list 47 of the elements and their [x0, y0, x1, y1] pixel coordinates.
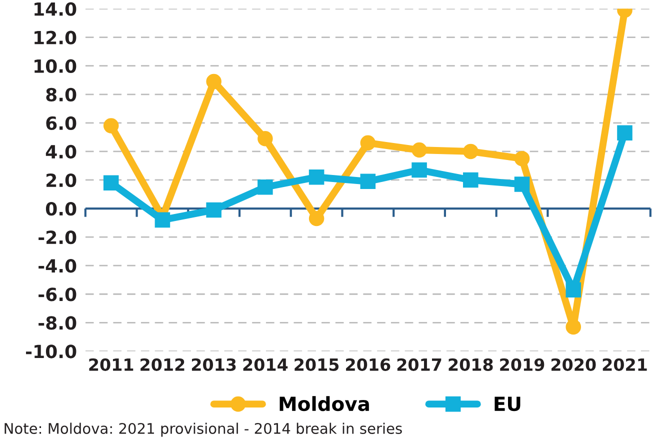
x-tick-label: 2014 — [243, 358, 288, 371]
text: Note: Moldova: 2021 provisional - 2014 break in series — [4, 422, 402, 437]
point — [463, 144, 478, 160]
y-tick-label: 8.0 — [46, 88, 76, 102]
point — [360, 174, 376, 190]
point — [566, 319, 582, 335]
y-tick-label: 14.0 — [34, 2, 76, 16]
point — [514, 150, 530, 166]
point — [617, 125, 632, 141]
point — [412, 162, 427, 178]
x-tick-label: 2020 — [552, 358, 596, 371]
y-tick-label: 4.0 — [46, 144, 76, 159]
legend-label: EU — [494, 396, 520, 412]
y-tick-label: 12.0 — [34, 30, 76, 44]
x-tick-label: 2013 — [192, 358, 236, 371]
x-tick-label: 2017 — [397, 358, 442, 371]
point — [463, 172, 478, 188]
y-tick-label: 6.0 — [46, 116, 76, 130]
point — [154, 212, 170, 228]
y-tick-label: -8.0 — [38, 316, 76, 330]
point — [360, 135, 376, 151]
y-tick-label: -4.0 — [38, 259, 76, 273]
point — [258, 130, 273, 146]
legend-label: Moldova — [280, 396, 369, 412]
point — [308, 210, 324, 226]
point — [103, 118, 119, 134]
y-tick-label: -2.0 — [38, 230, 76, 244]
x-tick-label: 2011 — [89, 358, 134, 371]
x-tick-label: 2018 — [448, 358, 493, 371]
point — [514, 176, 530, 192]
point — [206, 74, 222, 90]
y-tick-label: 10.0 — [34, 59, 76, 73]
x-tick-label: 2019 — [500, 358, 544, 371]
y-tick-label: 2.0 — [46, 173, 76, 188]
y-tick-label: -6.0 — [38, 288, 76, 302]
x-tick-label: 2021 — [602, 358, 647, 371]
point — [103, 175, 119, 190]
y-tick-label: -10.0 — [26, 344, 76, 358]
point — [258, 179, 273, 195]
y-tick-label: 0.0 — [46, 202, 76, 216]
x-tick-label: 2012 — [140, 358, 184, 371]
point — [206, 202, 222, 218]
point — [566, 282, 582, 298]
x-tick-label: 2016 — [346, 358, 390, 371]
x-tick-label: 2015 — [294, 358, 339, 371]
point — [412, 142, 427, 158]
point — [308, 169, 324, 185]
